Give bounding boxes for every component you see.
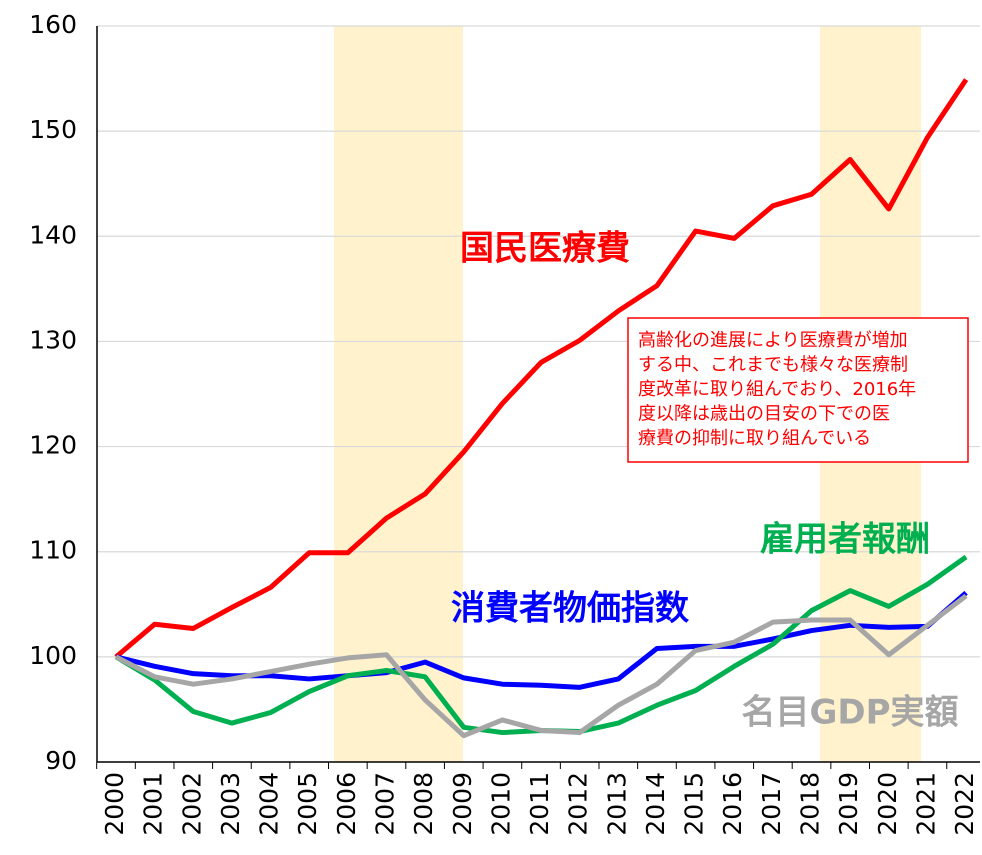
annotation-text: する中、これまでも様々な医療制 [638, 355, 908, 376]
x-tick-label: 2014 [641, 772, 670, 836]
x-tick-label: 2000 [100, 772, 129, 836]
x-tick-label: 2003 [216, 772, 245, 836]
shaded-period [334, 26, 463, 762]
y-tick-label: 160 [29, 10, 77, 39]
annotation-text: 度改革に取り組んでおり、2016年 [638, 379, 916, 400]
x-tick-label: 2005 [293, 772, 322, 836]
y-tick-label: 110 [29, 536, 77, 565]
y-tick-label: 150 [29, 115, 77, 144]
x-tick-label: 2009 [448, 772, 477, 836]
x-tick-label: 2013 [602, 772, 631, 836]
series-line [114, 78, 969, 659]
series-label: 雇用者報酬 [760, 520, 930, 560]
x-tick-label: 2017 [757, 772, 786, 836]
x-tick-label: 2018 [796, 772, 825, 836]
annotation-text: 高齢化の進展により医療費が増加 [638, 330, 908, 351]
x-tick-label: 2004 [255, 772, 284, 836]
x-tick-label: 2001 [139, 772, 168, 836]
x-tick-label: 2006 [332, 772, 361, 836]
series-label: 国民医療費 [460, 229, 630, 269]
x-tick-label: 2002 [177, 772, 206, 836]
series-line [114, 593, 968, 739]
x-tick-label: 2020 [873, 772, 902, 836]
x-tick-label: 2007 [370, 772, 399, 836]
y-tick-label: 140 [29, 220, 77, 249]
x-tick-label: 2015 [680, 772, 709, 836]
y-tick-label: 90 [45, 746, 77, 775]
y-tick-label: 130 [29, 325, 77, 354]
x-tick-label: 2019 [834, 772, 863, 836]
annotation-text: 度以降は歳出の目安の下での医 [638, 404, 890, 425]
annotation-text: 療費の抑制に取り組んでいる [638, 428, 871, 449]
x-tick-label: 2008 [409, 772, 438, 836]
x-tick-label: 2012 [564, 772, 593, 836]
y-tick-label: 100 [29, 641, 77, 670]
series-label: 名目GDP実額 [741, 693, 958, 733]
x-tick-label: 2021 [911, 772, 940, 836]
series-label: 消費者物価指数 [451, 589, 689, 629]
y-tick-label: 120 [29, 431, 77, 460]
lines [114, 78, 969, 739]
annotation-box [627, 317, 969, 463]
x-tick-label: 2016 [718, 772, 747, 836]
x-tick-label: 2011 [525, 772, 554, 836]
x-tick-label: 2010 [486, 772, 515, 836]
x-tick-label: 2022 [950, 772, 979, 836]
